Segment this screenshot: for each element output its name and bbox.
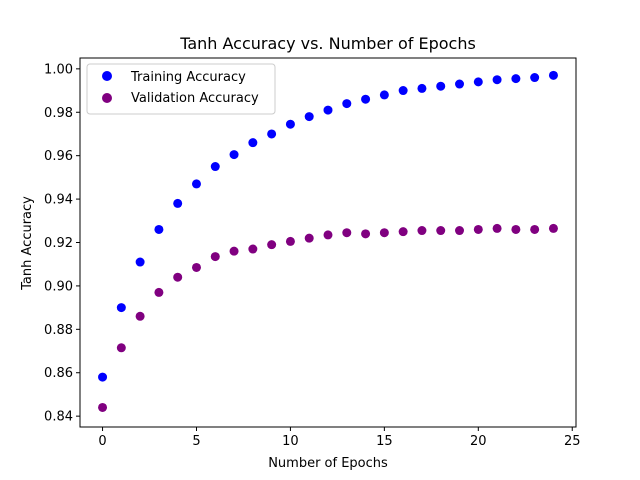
data-point [154, 224, 164, 234]
data-point [191, 262, 201, 272]
data-point [173, 272, 183, 282]
legend-marker-validation [102, 93, 112, 103]
legend: Training Accuracy Validation Accuracy [86, 63, 276, 115]
y-tick-label: 1.00 [44, 62, 73, 77]
data-point [229, 246, 239, 256]
data-point [154, 287, 164, 297]
data-point [530, 224, 540, 234]
y-tick-label: 0.98 [44, 106, 73, 121]
x-tick-label: 5 [192, 434, 200, 449]
data-point [116, 343, 126, 353]
data-point [548, 223, 558, 233]
data-point [304, 233, 314, 243]
x-tick-label: 15 [376, 434, 393, 449]
x-tick-label: 25 [564, 434, 581, 449]
data-point [248, 138, 258, 148]
data-point [304, 112, 314, 122]
series-training [98, 70, 558, 382]
data-point [455, 226, 465, 236]
legend-label-validation: Validation Accuracy [131, 91, 259, 106]
data-point [548, 70, 558, 80]
data-point [323, 230, 333, 240]
data-point [511, 74, 521, 84]
y-tick-label: 0.84 [44, 410, 73, 425]
data-point [267, 240, 277, 250]
data-point [492, 223, 502, 233]
data-point [379, 90, 389, 100]
data-point [473, 77, 483, 87]
data-point [417, 226, 427, 236]
data-point [473, 224, 483, 234]
legend-label-training: Training Accuracy [130, 70, 246, 85]
data-point [116, 303, 126, 313]
y-tick-label: 0.86 [44, 366, 73, 381]
x-tick-label: 20 [470, 434, 487, 449]
data-point [492, 75, 502, 85]
x-axis-ticks: 0 5 10 15 20 25 [98, 427, 581, 449]
data-point [210, 252, 220, 262]
x-tick-label: 0 [98, 434, 106, 449]
y-axis-ticks: 0.84 0.86 0.88 0.90 0.92 0.94 0.96 0.98 1.00 [44, 62, 80, 425]
data-point [436, 226, 446, 236]
data-point [511, 224, 521, 234]
y-tick-label: 0.92 [44, 236, 73, 251]
y-tick-label: 0.96 [44, 149, 73, 164]
data-point [285, 119, 295, 129]
data-point [398, 227, 408, 237]
data-point [173, 198, 183, 208]
y-tick-label: 0.94 [44, 193, 73, 208]
data-point [530, 73, 540, 83]
series-validation [98, 223, 558, 412]
data-point [379, 228, 389, 238]
chart-title: Tanh Accuracy vs. Number of Epochs [179, 34, 476, 53]
data-point [135, 257, 145, 267]
data-point [229, 150, 239, 160]
data-point [342, 99, 352, 109]
data-point [135, 311, 145, 321]
data-point [191, 179, 201, 189]
data-point [323, 105, 333, 115]
data-point [417, 83, 427, 93]
legend-marker-training [102, 71, 112, 81]
data-point [285, 236, 295, 246]
legend-box [86, 63, 276, 115]
data-point [436, 81, 446, 91]
data-point [398, 86, 408, 96]
data-point [98, 402, 108, 412]
data-point [342, 228, 352, 238]
data-point [98, 372, 108, 382]
data-point [267, 129, 277, 139]
data-point [361, 94, 371, 104]
data-points [98, 70, 558, 412]
data-point [210, 162, 220, 172]
data-point [361, 229, 371, 239]
data-point [248, 244, 258, 254]
y-tick-label: 0.88 [44, 323, 73, 338]
x-axis-label: Number of Epochs [268, 456, 388, 471]
y-axis-label: Tanh Accuracy [20, 196, 35, 291]
data-point [455, 79, 465, 89]
y-tick-label: 0.90 [44, 279, 73, 294]
x-tick-label: 10 [282, 434, 299, 449]
